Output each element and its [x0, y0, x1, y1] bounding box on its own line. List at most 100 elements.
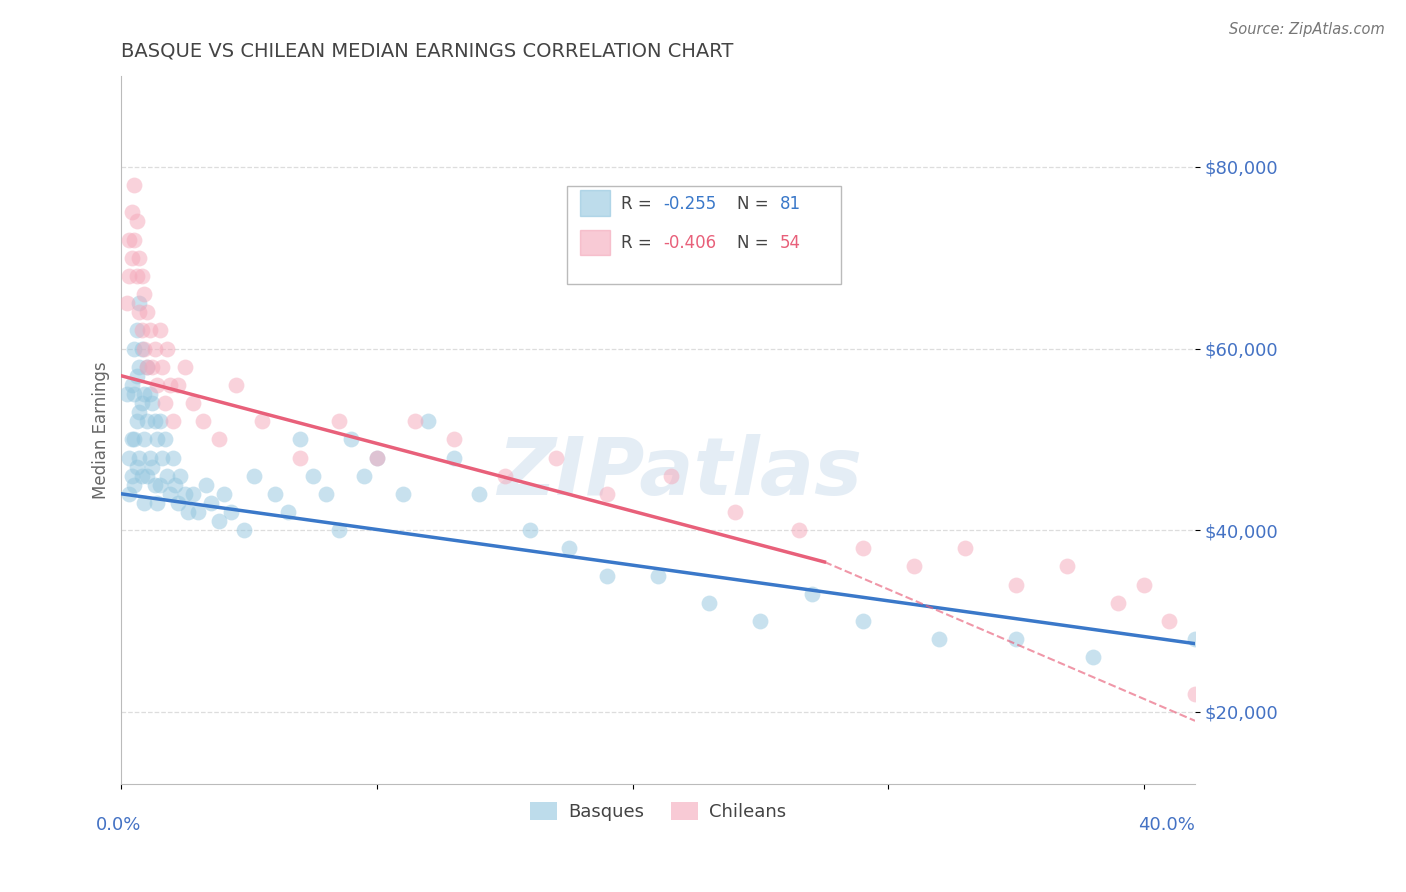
Y-axis label: Median Earnings: Median Earnings [93, 361, 110, 500]
Point [115, 387, 138, 401]
Text: -0.255: -0.255 [664, 194, 717, 212]
Point [800, 587, 823, 601]
Point [558, 541, 581, 556]
FancyBboxPatch shape [579, 190, 610, 216]
Point [138, 450, 160, 465]
Text: R =: R = [620, 194, 657, 212]
Point [647, 568, 669, 582]
Point [353, 468, 375, 483]
Point [193, 414, 215, 428]
Point [243, 468, 266, 483]
Point [328, 414, 350, 428]
Point [125, 414, 148, 428]
Point [290, 433, 312, 447]
Point [290, 450, 312, 465]
Point [122, 433, 145, 447]
Point [125, 323, 148, 337]
Point [131, 342, 153, 356]
Point [156, 342, 179, 356]
Point [953, 541, 976, 556]
Point [136, 359, 159, 374]
Point [131, 468, 153, 483]
Point [125, 368, 148, 383]
Point [141, 396, 163, 410]
Point [749, 614, 772, 628]
Point [128, 405, 150, 419]
Point [125, 214, 148, 228]
Point [659, 468, 682, 483]
Point [187, 505, 209, 519]
Point [134, 342, 156, 356]
Point [1056, 559, 1078, 574]
Point [128, 305, 150, 319]
Point [166, 496, 188, 510]
Point [143, 342, 166, 356]
Text: 81: 81 [779, 194, 800, 212]
Point [277, 505, 299, 519]
Point [250, 414, 273, 428]
Point [141, 459, 163, 474]
Point [207, 433, 229, 447]
Point [1107, 596, 1129, 610]
Point [194, 477, 217, 491]
Point [122, 342, 145, 356]
Point [166, 377, 188, 392]
Point [181, 396, 204, 410]
Point [143, 477, 166, 491]
Point [150, 450, 173, 465]
Point [852, 541, 875, 556]
Point [118, 233, 141, 247]
Point [221, 505, 243, 519]
Point [146, 433, 169, 447]
Point [128, 296, 150, 310]
Point [115, 296, 138, 310]
Point [494, 468, 516, 483]
Point [143, 414, 166, 428]
Point [468, 487, 491, 501]
Point [1133, 577, 1156, 591]
Text: ZIPatlas: ZIPatlas [498, 434, 862, 512]
Text: BASQUE VS CHILEAN MEDIAN EARNINGS CORRELATION CHART: BASQUE VS CHILEAN MEDIAN EARNINGS CORREL… [121, 42, 734, 61]
Point [200, 496, 222, 510]
Point [852, 614, 875, 628]
Point [787, 523, 810, 537]
Point [724, 505, 747, 519]
Point [1005, 577, 1028, 591]
Point [122, 233, 145, 247]
Point [903, 559, 925, 574]
Point [212, 487, 235, 501]
Point [128, 251, 150, 265]
Point [366, 450, 388, 465]
Point [134, 387, 156, 401]
Point [138, 323, 160, 337]
Point [138, 387, 160, 401]
Point [544, 450, 567, 465]
Point [596, 487, 619, 501]
Text: -0.406: -0.406 [664, 235, 717, 252]
Point [125, 268, 148, 283]
Text: N =: N = [737, 194, 773, 212]
Point [519, 523, 541, 537]
Point [443, 433, 465, 447]
Point [128, 359, 150, 374]
Point [181, 487, 204, 501]
Point [134, 496, 156, 510]
Point [134, 287, 156, 301]
Point [391, 487, 413, 501]
Point [125, 459, 148, 474]
Point [121, 251, 143, 265]
Point [263, 487, 285, 501]
Point [207, 514, 229, 528]
Point [150, 359, 173, 374]
Point [159, 377, 181, 392]
Point [131, 396, 153, 410]
Point [136, 414, 159, 428]
Point [174, 359, 197, 374]
Point [404, 414, 426, 428]
Point [136, 305, 159, 319]
Point [128, 450, 150, 465]
Point [153, 396, 176, 410]
Point [121, 433, 143, 447]
FancyBboxPatch shape [567, 186, 841, 284]
Point [149, 323, 172, 337]
